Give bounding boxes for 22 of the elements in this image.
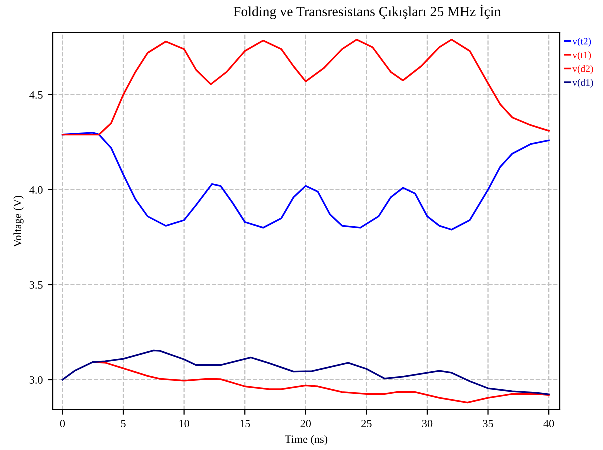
x-tick-label: 40 [544, 420, 554, 428]
y-tick-label: 4.0 [30, 186, 43, 194]
x-tick-label: 10 [180, 420, 190, 428]
legend-label: v(d1) [572, 79, 594, 88]
x-tick-label: 30 [422, 420, 433, 428]
y-tick-label: 3.5 [30, 281, 43, 289]
x-axis-title: Time (ns) [285, 435, 328, 446]
legend-label: v(d2) [572, 65, 594, 74]
y-axis-title: Voltage (V) [14, 196, 24, 248]
x-tick-label: 5 [121, 420, 126, 428]
x-tick-label: 25 [362, 420, 372, 428]
y-tick-label: 4.5 [30, 91, 43, 99]
line-series [62, 350, 550, 396]
x-tick-label: 0 [60, 420, 66, 428]
x-tick-label: 15 [240, 420, 250, 428]
legend-label: v(t1) [572, 52, 592, 60]
chart-title: Folding ve Transresistans Çıkışları 25 MHz İçin [234, 4, 501, 20]
y-tick-label: 3.0 [30, 376, 43, 384]
line-series [62, 39, 550, 136]
x-tick-label: 35 [483, 420, 494, 428]
legend-label: v(t2) [572, 38, 592, 47]
x-tick-label: 20 [300, 420, 312, 428]
